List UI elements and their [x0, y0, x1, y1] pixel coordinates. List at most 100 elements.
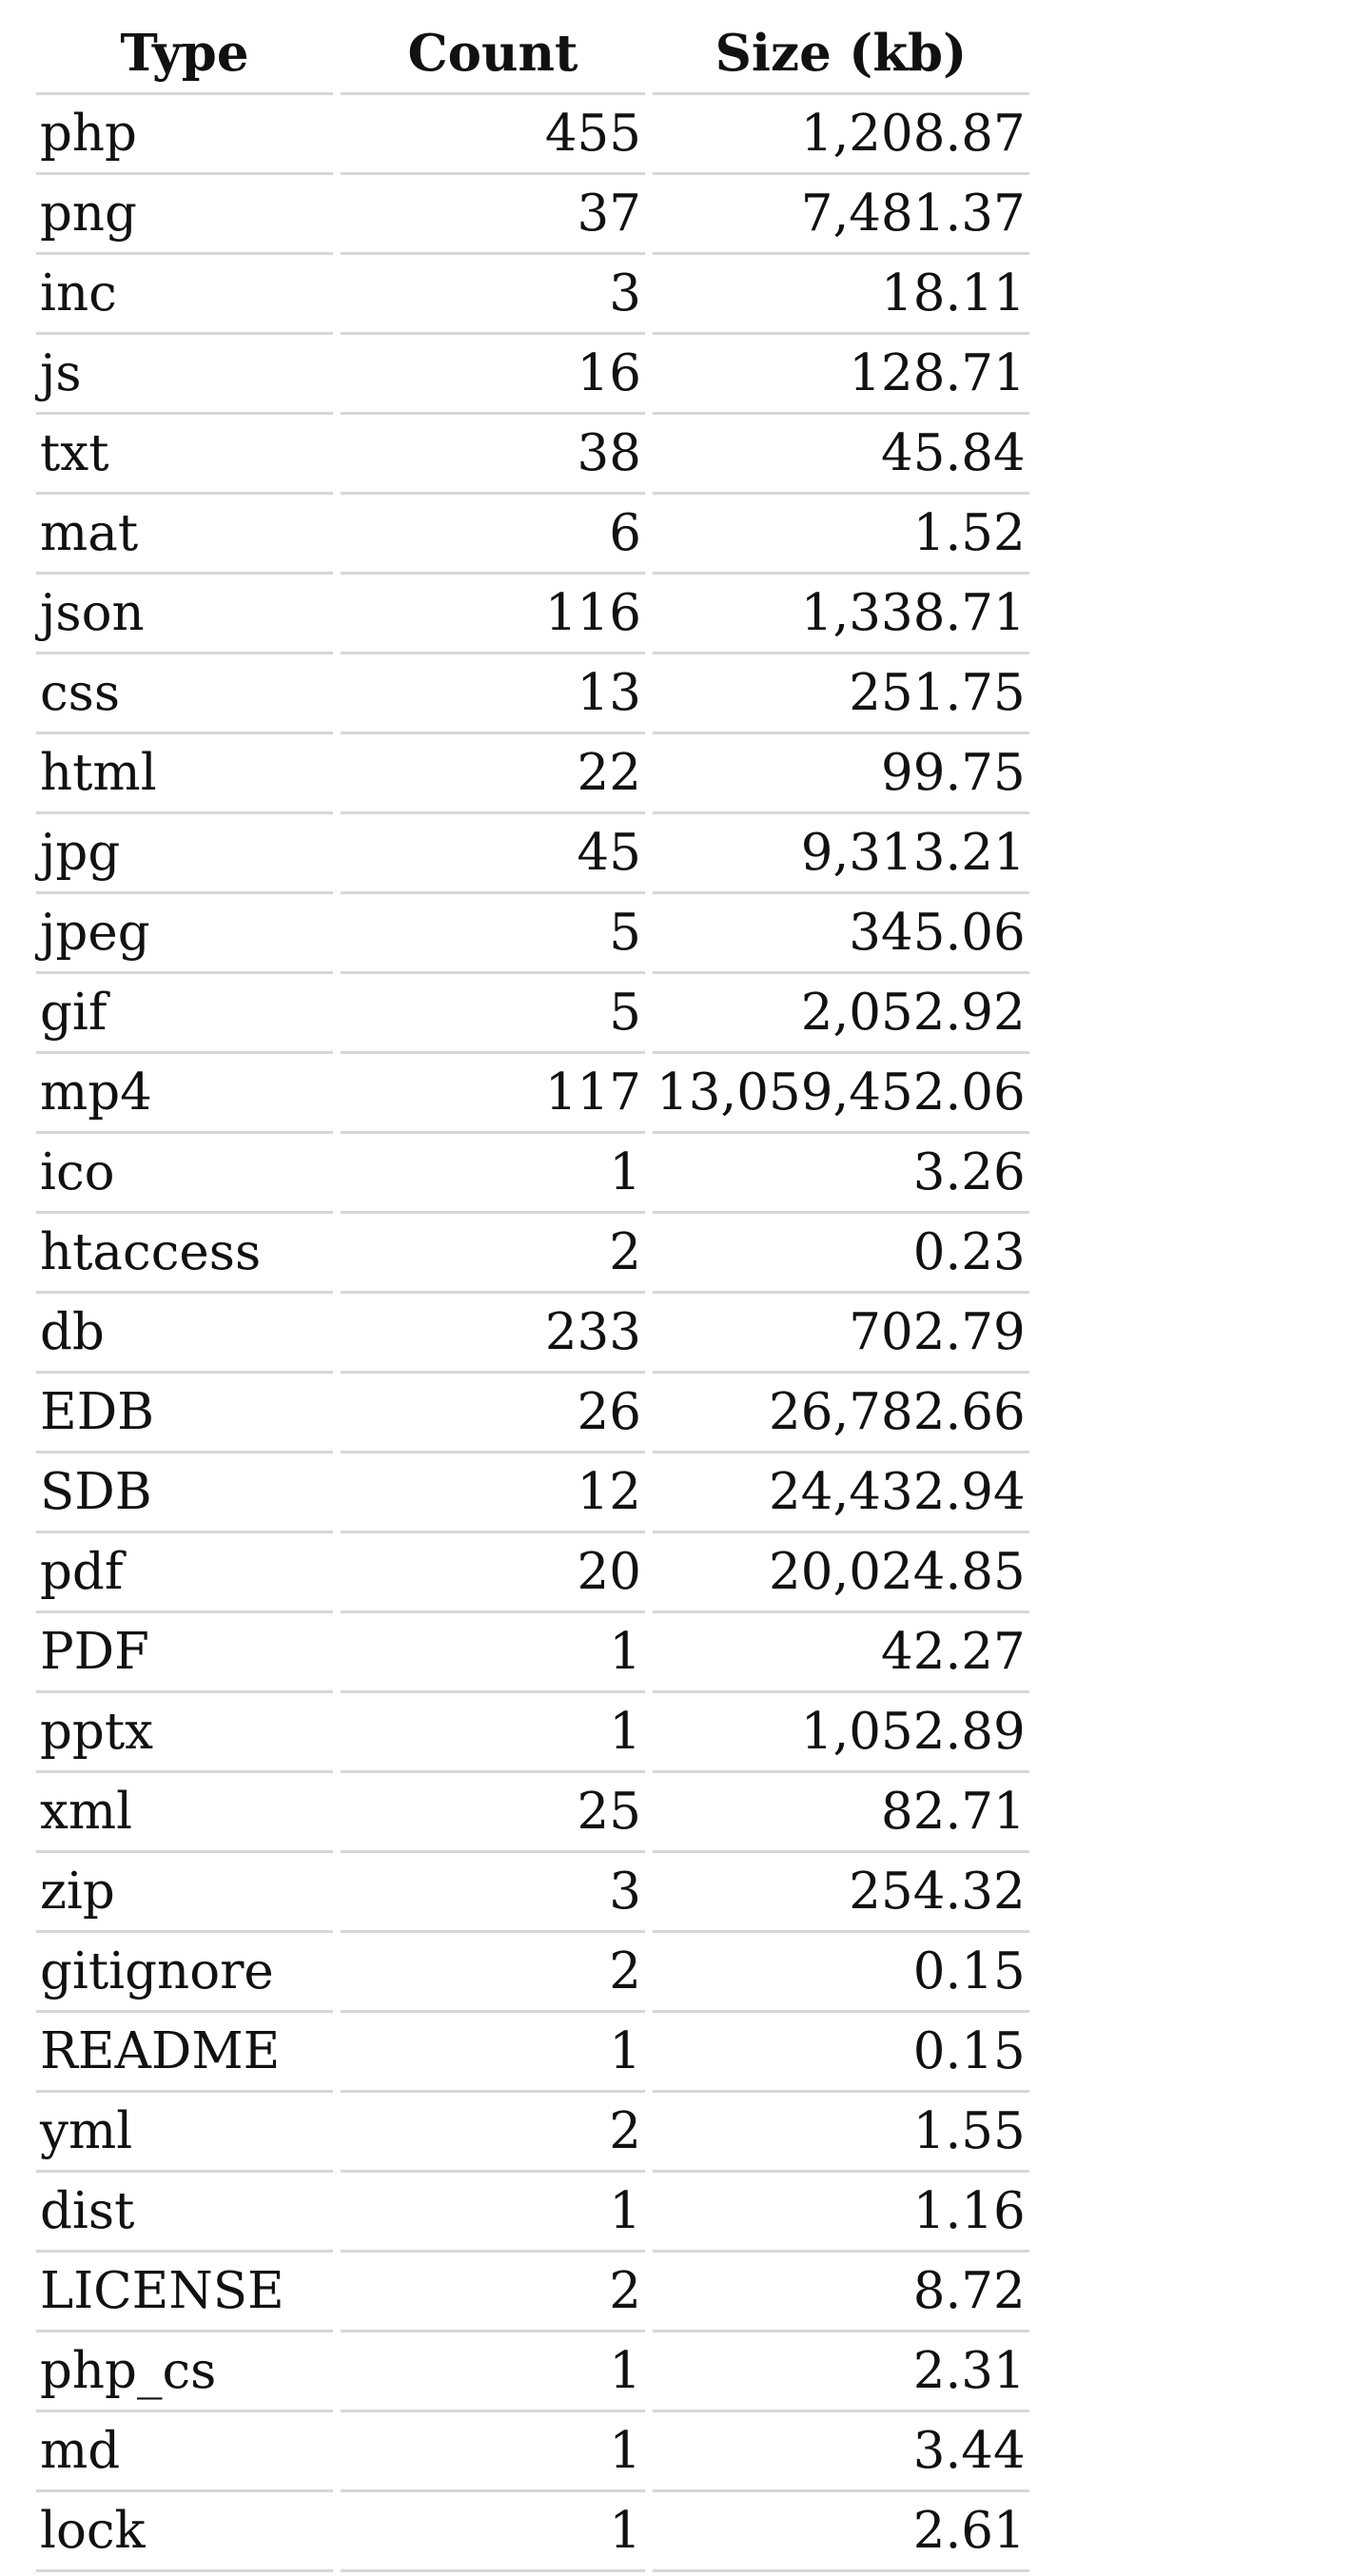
cell-type: md [36, 2412, 333, 2492]
cell-size: 1.55 [653, 2093, 1029, 2173]
cell-count: 16 [341, 335, 645, 415]
table-row: txt 38 45.84 [36, 415, 1029, 495]
table-row: mp4 117 13,059,452.06 [36, 1054, 1029, 1134]
cell-size: 1.52 [653, 495, 1029, 575]
cell-count: 1 [341, 2492, 645, 2572]
cell-size: 2.61 [653, 2492, 1029, 2572]
cell-size: 254.32 [653, 1853, 1029, 1933]
cell-count: 3 [341, 255, 645, 335]
header-size: Size (kb) [653, 15, 1029, 95]
table-row: jpg 45 9,313.21 [36, 814, 1029, 894]
cell-count: 13 [341, 654, 645, 734]
cell-count: 2 [341, 1214, 645, 1294]
cell-count: 38 [341, 415, 645, 495]
cell-count: 5 [341, 894, 645, 974]
cell-size: 45.84 [653, 415, 1029, 495]
cell-type: htaccess [36, 1214, 333, 1294]
cell-size: 2,052.92 [653, 974, 1029, 1054]
table-row: pptx 1 1,052.89 [36, 1693, 1029, 1773]
cell-count: 116 [341, 575, 645, 654]
table-body: php 455 1,208.87 png 37 7,481.37 inc 3 18.11 js 16… [36, 95, 1029, 2572]
table-row: db 233 702.79 [36, 1294, 1029, 1374]
cell-size: 7,481.37 [653, 175, 1029, 255]
cell-count: 6 [341, 495, 645, 575]
cell-size: 3.26 [653, 1134, 1029, 1214]
cell-type: html [36, 734, 333, 814]
cell-type: pdf [36, 1533, 333, 1613]
cell-type: zip [36, 1853, 333, 1933]
table-row: README 1 0.15 [36, 2013, 1029, 2093]
cell-size: 1,338.71 [653, 575, 1029, 654]
table-row: js 16 128.71 [36, 335, 1029, 415]
cell-size: 26,782.66 [653, 1374, 1029, 1454]
cell-type: css [36, 654, 333, 734]
cell-type: js [36, 335, 333, 415]
cell-type: dist [36, 2173, 333, 2253]
table-row: md 1 3.44 [36, 2412, 1029, 2492]
table-row: php 455 1,208.87 [36, 95, 1029, 175]
cell-size: 1,208.87 [653, 95, 1029, 175]
cell-size: 42.27 [653, 1613, 1029, 1693]
cell-type: xml [36, 1773, 333, 1853]
cell-count: 12 [341, 1454, 645, 1533]
cell-type: png [36, 175, 333, 255]
cell-count: 1 [341, 1693, 645, 1773]
file-type-table: Type Count Size (kb) php 455 1,208.87 png 37… [29, 15, 1037, 2572]
table-row: gitignore 2 0.15 [36, 1933, 1029, 2013]
table-row: inc 3 18.11 [36, 255, 1029, 335]
cell-type: inc [36, 255, 333, 335]
cell-count: 2 [341, 2093, 645, 2173]
table-header: Type Count Size (kb) [36, 15, 1029, 95]
cell-count: 2 [341, 1933, 645, 2013]
cell-size: 99.75 [653, 734, 1029, 814]
cell-size: 3.44 [653, 2412, 1029, 2492]
cell-type: jpg [36, 814, 333, 894]
cell-type: jpeg [36, 894, 333, 974]
cell-type: PDF [36, 1613, 333, 1693]
header-type: Type [36, 15, 333, 95]
table-row: html 22 99.75 [36, 734, 1029, 814]
cell-size: 9,313.21 [653, 814, 1029, 894]
table-row: EDB 26 26,782.66 [36, 1374, 1029, 1454]
cell-size: 1.16 [653, 2173, 1029, 2253]
cell-type: README [36, 2013, 333, 2093]
cell-count: 45 [341, 814, 645, 894]
cell-size: 702.79 [653, 1294, 1029, 1374]
table-row: jpeg 5 345.06 [36, 894, 1029, 974]
table-row: gif 5 2,052.92 [36, 974, 1029, 1054]
table-row: SDB 12 24,432.94 [36, 1454, 1029, 1533]
table-row: php_cs 1 2.31 [36, 2332, 1029, 2412]
cell-size: 18.11 [653, 255, 1029, 335]
cell-type: SDB [36, 1454, 333, 1533]
cell-count: 5 [341, 974, 645, 1054]
cell-type: mp4 [36, 1054, 333, 1134]
cell-type: mat [36, 495, 333, 575]
cell-count: 20 [341, 1533, 645, 1613]
cell-count: 25 [341, 1773, 645, 1853]
table-row: dist 1 1.16 [36, 2173, 1029, 2253]
cell-type: ico [36, 1134, 333, 1214]
cell-size: 8.72 [653, 2253, 1029, 2332]
cell-type: pptx [36, 1693, 333, 1773]
cell-type: gitignore [36, 1933, 333, 2013]
cell-size: 13,059,452.06 [653, 1054, 1029, 1134]
cell-count: 1 [341, 2412, 645, 2492]
cell-size: 24,432.94 [653, 1454, 1029, 1533]
table-row: json 116 1,338.71 [36, 575, 1029, 654]
cell-count: 1 [341, 2013, 645, 2093]
cell-type: db [36, 1294, 333, 1374]
cell-count: 1 [341, 1134, 645, 1214]
cell-count: 455 [341, 95, 645, 175]
table-row: LICENSE 2 8.72 [36, 2253, 1029, 2332]
cell-type: json [36, 575, 333, 654]
table-row: xml 25 82.71 [36, 1773, 1029, 1853]
table-row: PDF 1 42.27 [36, 1613, 1029, 1693]
cell-size: 0.15 [653, 1933, 1029, 2013]
cell-type: txt [36, 415, 333, 495]
table-row: lock 1 2.61 [36, 2492, 1029, 2572]
cell-type: LICENSE [36, 2253, 333, 2332]
cell-size: 2.31 [653, 2332, 1029, 2412]
table-row: htaccess 2 0.23 [36, 1214, 1029, 1294]
cell-type: EDB [36, 1374, 333, 1454]
cell-size: 128.71 [653, 335, 1029, 415]
